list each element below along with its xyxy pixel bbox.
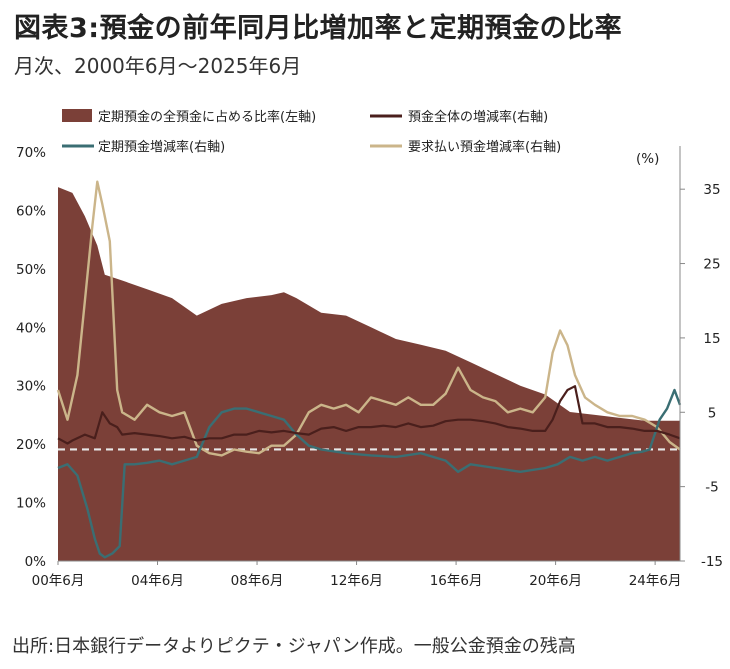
left-tick-label: 50% xyxy=(16,262,46,278)
right-tick-label: -15 xyxy=(701,554,723,570)
legend-label-total: 預金全体の増減率(右軸) xyxy=(408,109,548,125)
left-axis: 0% 10% 20% 30% 40% 50% 60% 70% xyxy=(16,145,46,570)
source-note: 出所:日本銀行データよりピクテ・ジャパン作成。一般公金預金の残高 xyxy=(12,636,576,657)
left-tick-label: 70% xyxy=(16,145,46,161)
x-tick-label: 16年6月 xyxy=(430,573,483,589)
legend-label-fixed-ratio: 定期預金の全預金に占める比率(左軸) xyxy=(98,109,316,125)
left-tick-label: 20% xyxy=(16,437,46,453)
right-axis-unit: (%) xyxy=(636,151,659,167)
x-tick-label: 12年6月 xyxy=(330,573,383,589)
x-tick-label: 00年6月 xyxy=(32,573,85,589)
legend-label-demand: 要求払い預金増減率(右軸) xyxy=(408,139,561,155)
x-tick-label: 24年6月 xyxy=(629,573,682,589)
x-axis: 00年6月 04年6月 08年6月 12年6月 16年6月 20年6月 24年6月 xyxy=(32,561,682,589)
x-tick-label: 20年6月 xyxy=(529,573,582,589)
right-tick-label: 35 xyxy=(703,182,720,198)
chart-title: 図表3:預金の前年同月比増加率と定期預金の比率 xyxy=(14,13,623,44)
chart: 定期預金の全預金に占める比率(左軸) 預金全体の増減率(右軸) 定期預金増減率(… xyxy=(16,109,723,589)
line-fixed-deposit-growth xyxy=(57,388,682,559)
plot-area xyxy=(56,180,682,562)
x-tick-label: 04年6月 xyxy=(131,573,184,589)
right-axis: -15 -5 5 15 25 35 xyxy=(679,146,723,570)
left-tick-label: 30% xyxy=(16,379,46,395)
legend-label-fixed: 定期預金増減率(右軸) xyxy=(98,139,225,155)
left-tick-label: 60% xyxy=(16,203,46,219)
right-tick-label: 15 xyxy=(703,331,720,347)
area-fixed-deposit-ratio xyxy=(58,187,680,561)
left-tick-label: 0% xyxy=(25,554,47,570)
right-tick-label: 25 xyxy=(703,257,720,273)
right-tick-label: 5 xyxy=(708,405,717,421)
chart-subtitle: 月次、2000年6月〜2025年6月 xyxy=(14,54,302,78)
left-tick-label: 10% xyxy=(16,496,46,512)
legend-swatch-area xyxy=(62,109,92,122)
line-demand-deposit-growth xyxy=(56,180,681,457)
x-tick-label: 08年6月 xyxy=(231,573,284,589)
left-tick-label: 40% xyxy=(16,320,46,336)
line-total-deposit-growth xyxy=(57,385,681,445)
right-tick-label: -5 xyxy=(705,480,718,496)
legend: 定期預金の全預金に占める比率(左軸) 預金全体の増減率(右軸) 定期預金増減率(… xyxy=(62,109,561,155)
